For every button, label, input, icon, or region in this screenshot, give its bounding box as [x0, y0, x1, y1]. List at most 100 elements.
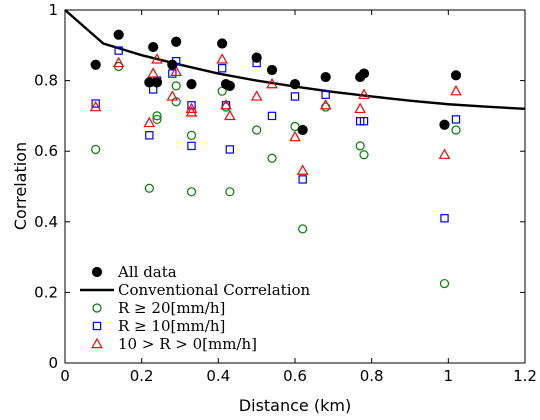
- data-point: [147, 67, 159, 78]
- data-point: [148, 41, 159, 53]
- data-point: [89, 100, 102, 112]
- x-axis-label: Distance (km): [239, 396, 351, 415]
- plot-area: [65, 10, 525, 363]
- data-point: [186, 79, 197, 90]
- data-point: [171, 36, 182, 47]
- legend-label: R ≥ 20[mm/h]: [118, 299, 225, 317]
- data-point: [358, 88, 370, 99]
- data-point: [217, 64, 227, 73]
- data-point: [296, 164, 309, 175]
- data-point: [217, 38, 228, 49]
- axes-layer: 0 0.2 0.4 0.6 0.8 1 1.2 0 0.2 0.4 0.6 0.8 1: [34, 1, 537, 385]
- legend-entry: Conventional Correlation: [80, 281, 311, 299]
- data-point: [266, 77, 278, 89]
- data-point: [187, 141, 196, 151]
- x-tick-label: 0.4: [206, 367, 230, 385]
- data-point: [450, 70, 462, 81]
- legend-marker: [91, 266, 103, 278]
- data-point: [151, 53, 163, 64]
- y-tick-label: 0.8: [34, 72, 58, 90]
- legend-label: All data: [117, 263, 177, 281]
- data-point: [171, 81, 181, 91]
- data-point: [298, 175, 307, 184]
- y-tick-label: 1: [48, 1, 58, 19]
- data-point: [224, 80, 235, 91]
- data-point: [148, 85, 158, 94]
- data-point: [224, 109, 236, 121]
- data-point: [298, 224, 308, 234]
- data-point: [439, 119, 450, 130]
- data-point: [359, 150, 369, 160]
- data-point: [267, 153, 277, 163]
- data-point: [251, 52, 262, 63]
- data-point: [166, 90, 179, 101]
- data-point: [252, 125, 262, 135]
- legend-marker: [91, 337, 103, 349]
- legend-marker: [92, 321, 102, 331]
- data-point: [91, 144, 101, 155]
- data-point: [438, 148, 451, 159]
- legend-entry: R ≥ 10[mm/h]: [92, 317, 225, 335]
- legend-label: R ≥ 10[mm/h]: [118, 317, 225, 335]
- data-point: [152, 111, 162, 121]
- data-point: [143, 116, 156, 128]
- data-point: [186, 187, 197, 197]
- data-point: [114, 46, 123, 55]
- data-point: [144, 183, 154, 193]
- data-point: [216, 53, 228, 64]
- data-point: [113, 29, 124, 40]
- data-point: [250, 90, 263, 101]
- legend-label: Conventional Correlation: [118, 281, 311, 299]
- data-point: [187, 101, 196, 110]
- x-tick-label: 0.6: [283, 367, 307, 385]
- data-point: [290, 92, 300, 101]
- x-tick-label: 1.2: [513, 367, 537, 385]
- x-tick-label: 0.8: [360, 367, 384, 385]
- x-tick-label: 0: [60, 367, 70, 385]
- x-tick-label: 0.2: [130, 367, 154, 385]
- legend-entry: 10 > R > 0[mm/h]: [91, 335, 257, 353]
- data-point: [267, 111, 277, 121]
- data-point: [91, 99, 100, 108]
- data-point: [170, 65, 182, 76]
- data-point: [439, 278, 450, 289]
- data-point: [112, 56, 125, 68]
- legend-entry: All data: [91, 263, 177, 281]
- data-point: [220, 99, 232, 110]
- data-point: [167, 59, 178, 70]
- data-point: [319, 99, 332, 110]
- series-4: [89, 53, 462, 175]
- data-point: [451, 115, 461, 124]
- data-point: [225, 145, 235, 154]
- data-point: [152, 114, 162, 125]
- data-point: [355, 141, 365, 151]
- data-point: [266, 64, 278, 76]
- data-point: [186, 130, 197, 140]
- data-point: [320, 71, 331, 83]
- data-point: [145, 131, 154, 140]
- y-tick-label: 0: [48, 354, 58, 372]
- data-point: [297, 124, 308, 136]
- data-point: [358, 68, 370, 79]
- legend-entry: R ≥ 20[mm/h]: [92, 299, 225, 317]
- data-point: [440, 214, 449, 223]
- data-point: [359, 116, 369, 126]
- x-tick-label: 1: [444, 367, 454, 385]
- y-tick-label: 0.4: [34, 213, 58, 231]
- data-point: [289, 130, 301, 142]
- legend-label: 10 > R > 0[mm/h]: [118, 335, 257, 353]
- series-layer: [64, 9, 526, 289]
- y-axis-label: Correlation: [11, 142, 30, 230]
- data-point: [185, 102, 198, 114]
- data-point: [168, 69, 177, 78]
- series-0: [90, 29, 462, 136]
- data-point: [225, 187, 235, 197]
- data-point: [321, 90, 330, 99]
- data-point: [451, 125, 461, 135]
- data-point: [354, 102, 366, 114]
- y-tick-label: 0.2: [34, 283, 58, 301]
- data-point: [450, 84, 462, 96]
- y-tick-label: 0.6: [34, 142, 58, 160]
